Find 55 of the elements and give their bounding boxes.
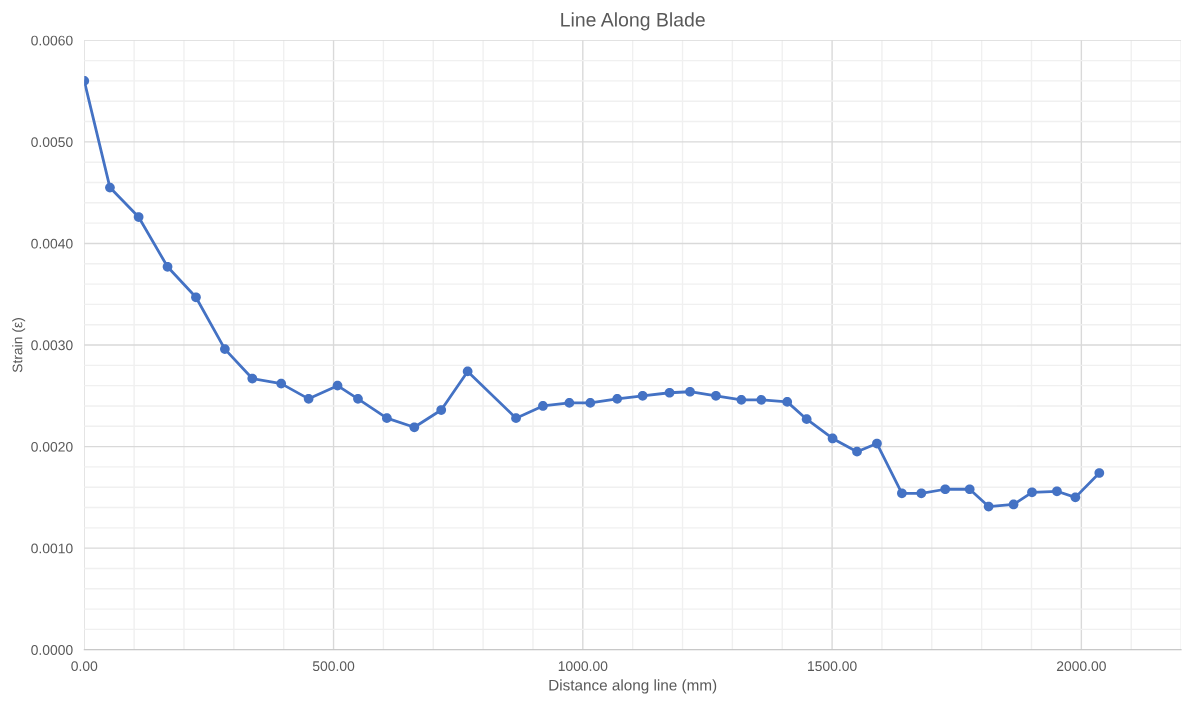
point [756, 395, 767, 405]
x-tick-label: 1500.00 [808, 661, 857, 672]
y-tick-label: 0.0040 [31, 238, 73, 249]
point [564, 398, 575, 408]
point [133, 212, 144, 222]
point [664, 387, 675, 398]
point [162, 261, 173, 272]
point [220, 344, 230, 354]
y-tick-label: 0.0050 [31, 137, 73, 148]
point [191, 292, 201, 303]
y-tick-label: 0.0030 [31, 340, 73, 351]
point [332, 380, 343, 391]
x-tick-label: 2000.00 [1056, 661, 1106, 672]
point [1008, 499, 1019, 510]
y-tick-label: 0.0020 [31, 441, 73, 452]
point [736, 395, 747, 405]
point [1094, 468, 1105, 478]
y-axis-title: Strain (ε) [12, 318, 26, 373]
point [105, 182, 115, 193]
x-tick-label: 1000.00 [558, 661, 608, 672]
point [872, 438, 882, 449]
point [801, 414, 812, 425]
point [462, 366, 473, 377]
point [983, 501, 994, 512]
point [637, 390, 648, 401]
point [827, 433, 838, 444]
point [852, 446, 862, 457]
point [382, 413, 392, 424]
point [538, 401, 548, 411]
x-tick-label: 0.00 [71, 661, 98, 672]
point [585, 398, 596, 408]
y-tick-label: 0.0060 [31, 35, 73, 46]
x-axis-title: Distance along line (mm) [549, 679, 717, 694]
y-tick-label: 0.0010 [31, 543, 73, 554]
point [964, 484, 975, 495]
point [1070, 492, 1081, 503]
point [409, 422, 420, 433]
point [303, 393, 314, 404]
x-tick-label: 500.00 [312, 661, 355, 672]
point [612, 393, 623, 404]
point [436, 405, 447, 415]
point [247, 373, 258, 384]
point [916, 488, 927, 499]
point [782, 397, 793, 407]
point [1027, 487, 1037, 498]
point [711, 390, 721, 401]
point [353, 393, 363, 404]
y-tick-label: 0.0000 [31, 645, 73, 655]
chart-title: Line Along Blade [561, 12, 705, 31]
point [685, 386, 695, 397]
point [1052, 486, 1062, 497]
point [511, 413, 521, 424]
point [940, 484, 951, 495]
point [897, 488, 907, 499]
point [276, 378, 287, 389]
